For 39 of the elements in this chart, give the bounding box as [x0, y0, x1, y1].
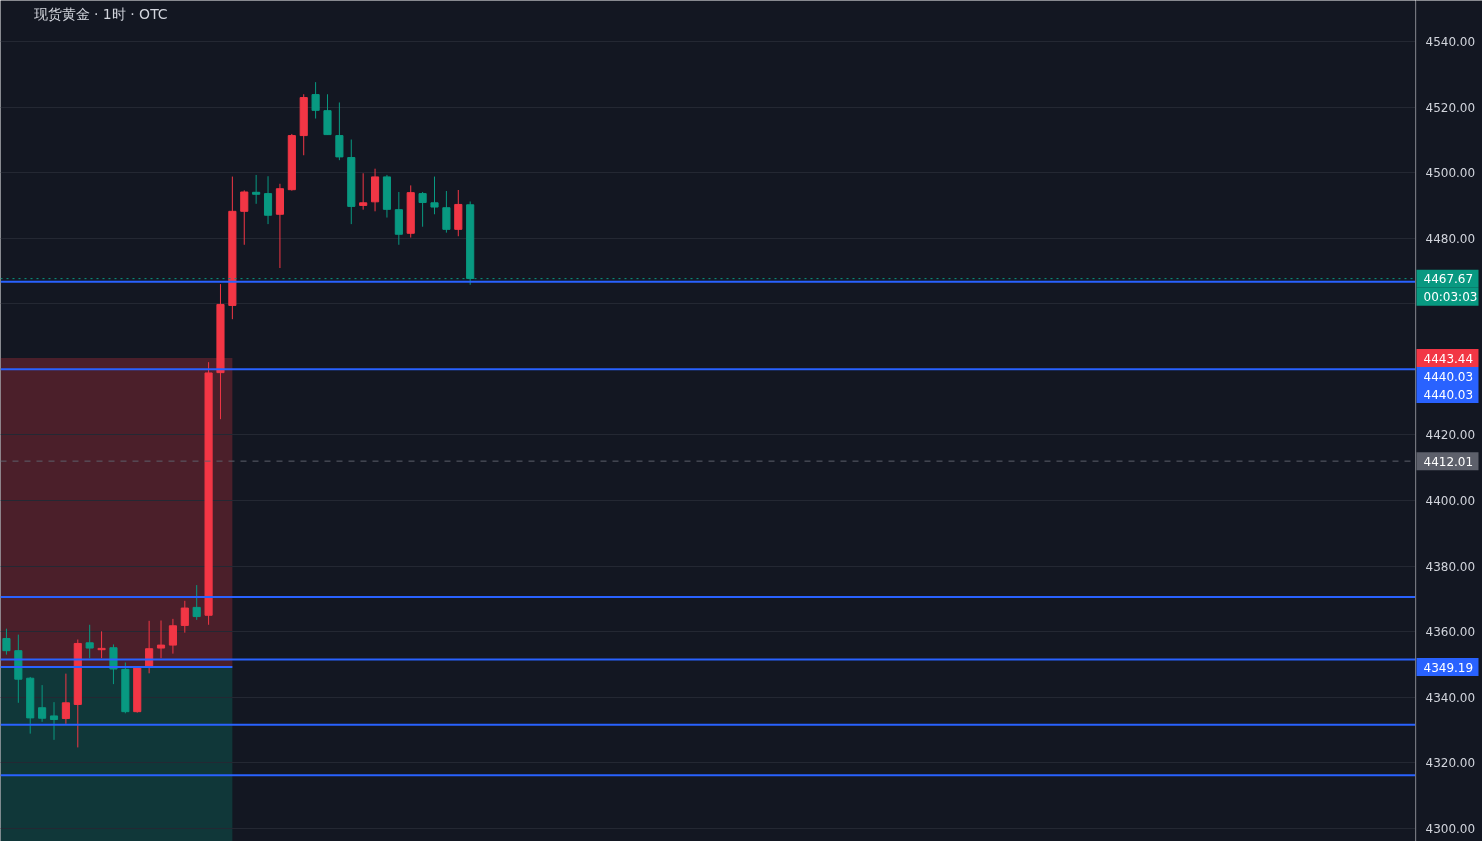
candlestick	[418, 191, 427, 228]
candlestick	[240, 189, 249, 246]
chart-title: 现货黄金 · 1时 · OTC	[33, 5, 168, 22]
candlestick	[359, 172, 368, 211]
text: 4443.44	[1423, 351, 1474, 366]
candlestick	[311, 81, 320, 120]
text: 4349.19	[1423, 660, 1474, 675]
ref-line-label: 4440.03	[1423, 369, 1474, 384]
candlestick	[85, 624, 94, 659]
text: 00:03:03	[1423, 289, 1478, 304]
candlestick	[156, 620, 166, 659]
candlestick	[192, 584, 201, 621]
candlestick	[263, 175, 273, 225]
candlestick	[442, 190, 451, 234]
y-tick-label: 4420.00	[1425, 428, 1476, 443]
text: 4440.03	[1423, 387, 1474, 402]
candlestick	[97, 630, 106, 659]
y-tick-label: 4520.00	[1425, 100, 1476, 115]
y-tick-label: 4380.00	[1425, 559, 1476, 574]
y-tick-label: 4480.00	[1425, 231, 1476, 246]
y-tick-label: 4360.00	[1425, 625, 1476, 640]
candlestick	[323, 93, 332, 136]
candlestick	[38, 684, 47, 723]
y-tick-label: 4540.00	[1425, 34, 1476, 49]
candlestick	[335, 101, 344, 161]
y-tick-label: 4320.00	[1425, 756, 1476, 771]
ref-line-label: 4412.01	[1423, 454, 1474, 469]
y-tick-label: 4300.00	[1425, 821, 1476, 836]
candlestick	[180, 600, 189, 634]
candlestick	[252, 174, 261, 205]
ref-line-label: 4467.67	[1423, 272, 1474, 287]
candlestick	[168, 618, 177, 655]
y-tick-label: 4340.00	[1425, 690, 1476, 705]
candlestick	[430, 176, 439, 215]
candlestick	[49, 701, 59, 741]
candlestick	[61, 673, 70, 725]
candlestick	[2, 628, 11, 656]
y-tick-label: 4500.00	[1425, 166, 1476, 181]
y-tick-label: 4400.00	[1425, 494, 1476, 509]
